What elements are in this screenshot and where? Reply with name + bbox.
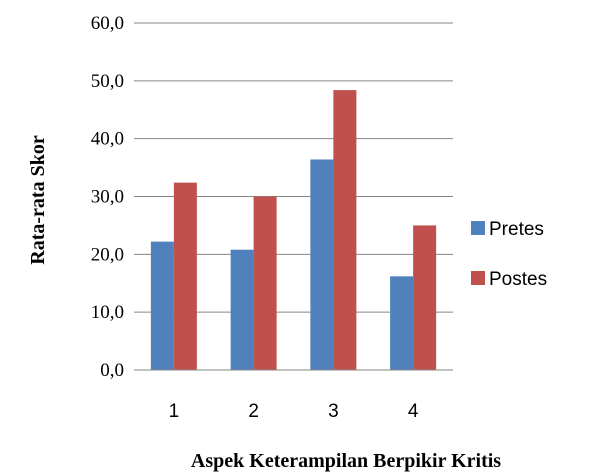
legend-swatch-postes [471,271,485,285]
x-tick-label: 3 [328,401,339,422]
legend-label-postes: Postes [489,269,547,290]
x-tick-label: 1 [169,401,180,422]
y-tick-label: 40,0 [91,129,124,150]
y-tick-label: 50,0 [91,71,124,92]
bar-pretes-1 [150,241,174,370]
bar-postes-1 [173,182,197,370]
bar-pretes-2 [230,249,254,370]
bar-postes-4 [413,225,437,370]
x-axis-title: Aspek Keterampilan Berpikir Kritis [191,450,501,472]
x-tick-labels: 1 2 3 4 [169,401,419,422]
x-tick-label: 2 [248,401,259,422]
y-tick-label: 10,0 [91,302,124,323]
y-axis-title: Rata-rata Skor [27,135,49,265]
y-tick-label: 30,0 [91,187,124,208]
y-tick-labels: 0,0 10,0 20,0 30,0 40,0 50,0 60,0 [91,13,124,381]
legend: Pretes Postes [471,219,547,290]
bar-postes-3 [333,90,357,370]
y-tick-label: 60,0 [91,13,124,34]
bar-pretes-4 [390,276,414,370]
bar-pretes-3 [310,159,334,370]
y-tick-label: 20,0 [91,244,124,265]
bars [150,90,437,370]
legend-label-pretes: Pretes [489,219,544,240]
x-tick-label: 4 [408,401,419,422]
y-tick-label: 0,0 [100,360,124,381]
bar-postes-2 [253,196,277,370]
legend-swatch-pretes [471,221,485,235]
